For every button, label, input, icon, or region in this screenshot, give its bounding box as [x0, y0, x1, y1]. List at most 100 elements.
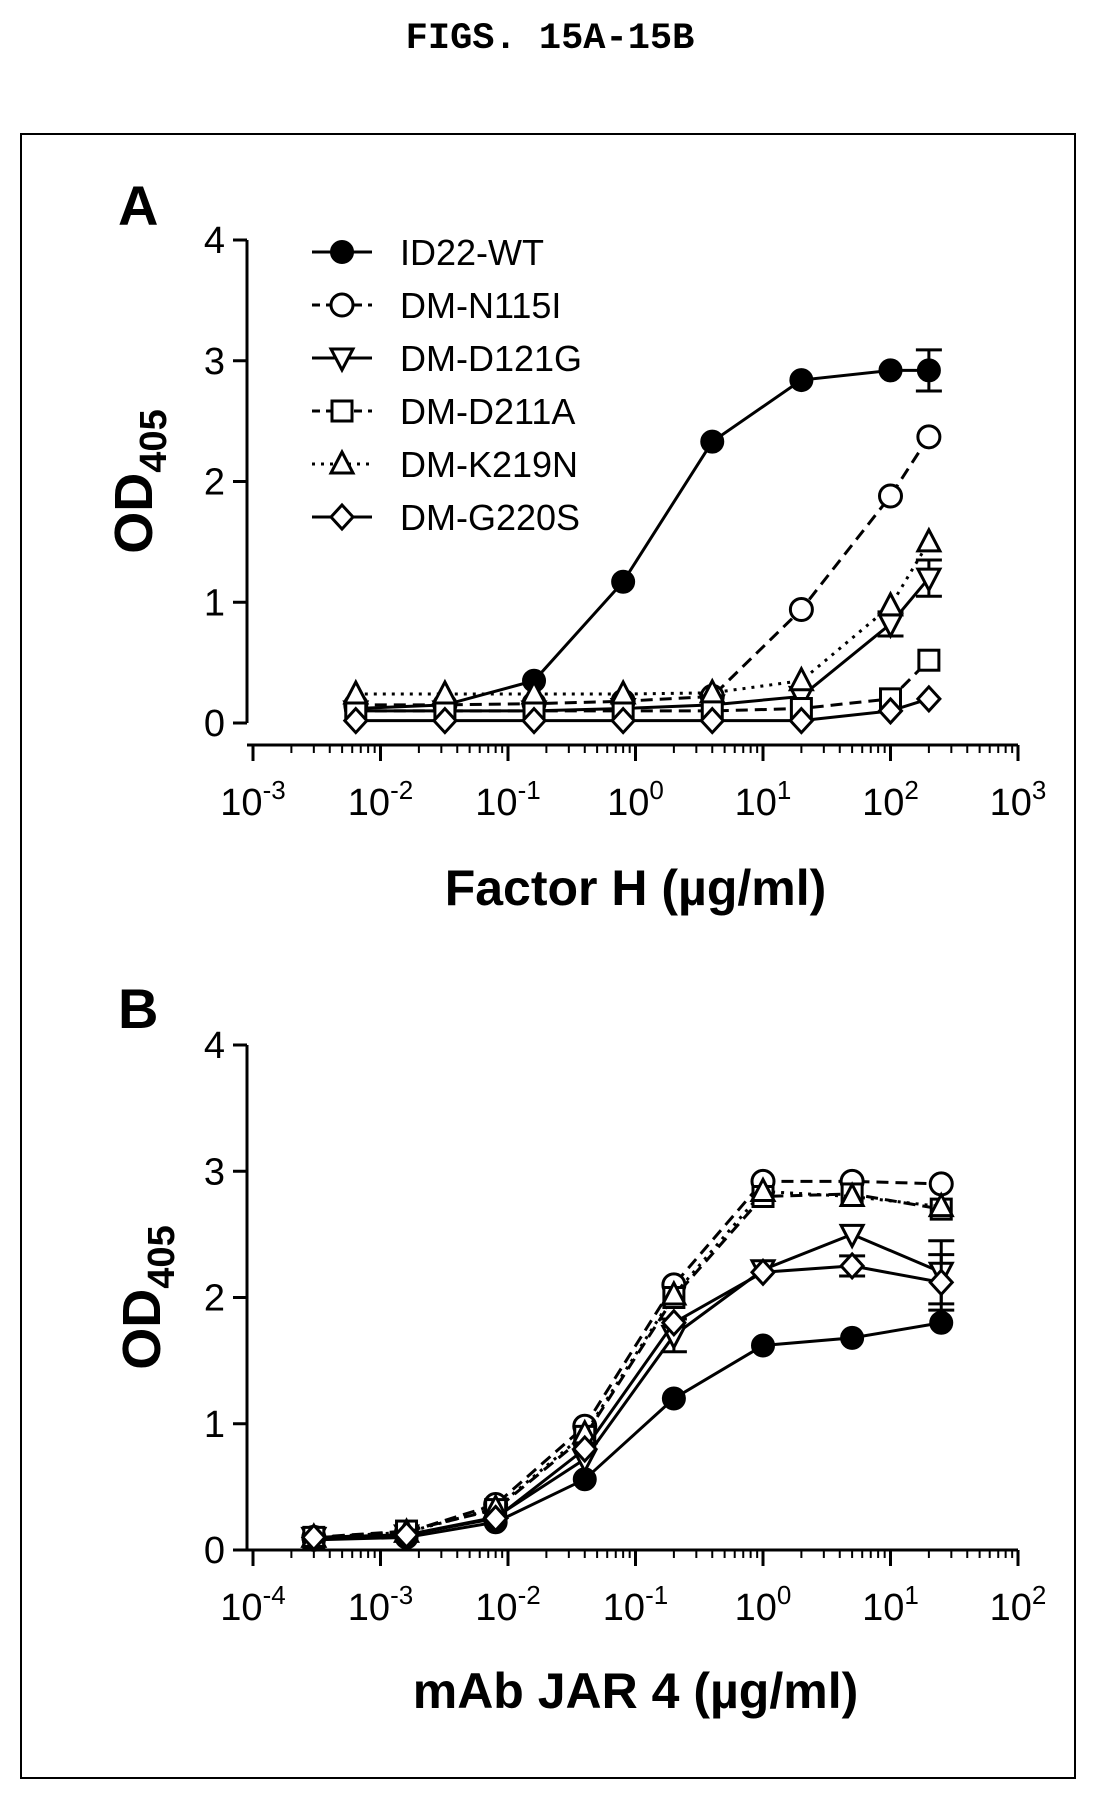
- legend-entry: DM-G220S: [400, 497, 580, 538]
- y-axis-label: OD405: [104, 409, 175, 553]
- y-tick-label: 4: [204, 220, 225, 262]
- x-tick-label: 102: [862, 775, 919, 824]
- x-tick-label-base: 10: [220, 1587, 262, 1629]
- y-axis-label-main: OD: [104, 473, 164, 554]
- y-tick-label: 0: [204, 1530, 225, 1572]
- series-line: [313, 1321, 942, 1542]
- y-tick-label: 0: [204, 703, 225, 745]
- series-id22-wt: [301, 1310, 954, 1552]
- data-point: [431, 678, 459, 705]
- x-tick-label-base: 10: [862, 1587, 904, 1629]
- y-tick-label: 2: [204, 462, 225, 504]
- series-line: [313, 1192, 942, 1539]
- y-axis-label-sub: 405: [133, 409, 175, 472]
- data-point: [482, 1504, 509, 1533]
- series-line: [355, 659, 930, 713]
- panel-label-a: A: [118, 174, 158, 237]
- x-tick-label-exp: -3: [263, 775, 286, 805]
- y-axis-label-main: OD: [112, 1289, 172, 1370]
- x-tick-label-base: 10: [735, 1587, 777, 1629]
- x-tick-label-base: 10: [862, 782, 904, 824]
- data-point: [609, 678, 637, 705]
- x-tick-label-exp: 1: [904, 1580, 918, 1610]
- data-point: [610, 706, 637, 735]
- y-tick-label: 2: [204, 1278, 225, 1320]
- x-tick-label: 100: [607, 775, 664, 824]
- x-tick-label: 10-3: [220, 775, 285, 824]
- data-point: [927, 1191, 955, 1218]
- data-point: [929, 1310, 954, 1335]
- series-dm-k219n: [342, 526, 943, 705]
- series-line: [313, 1179, 942, 1539]
- data-point: [751, 1333, 775, 1358]
- legend-marker: [330, 399, 354, 423]
- x-tick-label-base: 10: [735, 782, 777, 824]
- data-point: [789, 368, 814, 393]
- x-tick-label-base: 10: [348, 1587, 390, 1629]
- x-tick-label-base: 10: [990, 782, 1032, 824]
- data-point: [928, 1268, 955, 1297]
- data-point: [838, 1181, 866, 1207]
- data-point: [698, 677, 726, 704]
- x-tick-label-exp: -2: [390, 775, 413, 805]
- x-tick-label-exp: 3: [1032, 775, 1046, 805]
- data-point: [660, 1308, 687, 1337]
- x-tick-label-exp: -2: [518, 1580, 541, 1610]
- legend: ID22-WT DM-N115I DM-D121G DM-D211A DM-K219N D…: [312, 232, 582, 538]
- figure-frame: [20, 133, 1076, 1779]
- data-point: [915, 567, 943, 594]
- x-tick-label: 103: [990, 775, 1047, 824]
- x-tick-label: 10-2: [348, 775, 413, 824]
- x-axis-label: Factor H (µg/ml): [445, 860, 827, 916]
- panel-label-b: B: [118, 977, 158, 1040]
- data-point: [838, 1223, 866, 1250]
- x-tick-label-exp: 0: [777, 1580, 791, 1610]
- x-tick-label-base: 10: [475, 1587, 517, 1629]
- data-point: [839, 1251, 866, 1281]
- y-tick-label: 1: [204, 1404, 225, 1446]
- y-axis-label: OD405: [112, 1225, 183, 1369]
- series-dm-g220s: [300, 1251, 955, 1552]
- data-point: [788, 596, 814, 622]
- data-point: [700, 429, 725, 454]
- legend-entry: DM-K219N: [400, 444, 578, 485]
- series-line: [355, 436, 931, 707]
- x-tick-label-base: 10: [607, 782, 649, 824]
- x-tick-label: 10-2: [475, 1580, 540, 1629]
- x-tick-label: 101: [735, 775, 792, 824]
- data-point: [342, 678, 370, 705]
- legend-marker: [328, 502, 356, 532]
- series-dm-d211a: [344, 648, 941, 723]
- x-tick-label: 10-3: [348, 1580, 413, 1629]
- x-tick-label-exp: -1: [645, 1580, 668, 1610]
- y-tick-label: 3: [204, 341, 225, 383]
- data-point: [917, 648, 941, 672]
- legend-marker: [328, 347, 356, 374]
- x-tick-label-exp: 1: [777, 775, 791, 805]
- x-tick-label-base: 10: [990, 1587, 1032, 1629]
- data-point: [915, 526, 943, 553]
- data-point: [393, 1520, 420, 1550]
- y-tick-label: 4: [204, 1025, 225, 1067]
- x-axis-label: mAb JAR 4 (µg/ml): [413, 1663, 859, 1719]
- x-tick-label: 102: [990, 1580, 1047, 1629]
- data-point: [660, 1279, 688, 1306]
- data-point: [749, 1258, 777, 1287]
- x-tick-label-exp: 2: [1032, 1580, 1046, 1610]
- data-point: [300, 1523, 327, 1552]
- series-line: [355, 541, 931, 696]
- x-tick-label-exp: 2: [904, 775, 918, 805]
- data-point: [520, 706, 548, 735]
- data-point: [611, 569, 636, 594]
- legend-entry: ID22-WT: [400, 232, 544, 273]
- x-tick-label-exp: 0: [649, 775, 663, 805]
- x-tick-label-base: 10: [348, 782, 390, 824]
- data-point: [878, 358, 903, 383]
- series-line: [355, 368, 929, 711]
- y-tick-label: 3: [204, 1151, 225, 1193]
- legend-marker: [329, 292, 355, 318]
- x-tick-label-exp: -3: [390, 1580, 413, 1610]
- y-axis-label-sub: 405: [141, 1225, 183, 1288]
